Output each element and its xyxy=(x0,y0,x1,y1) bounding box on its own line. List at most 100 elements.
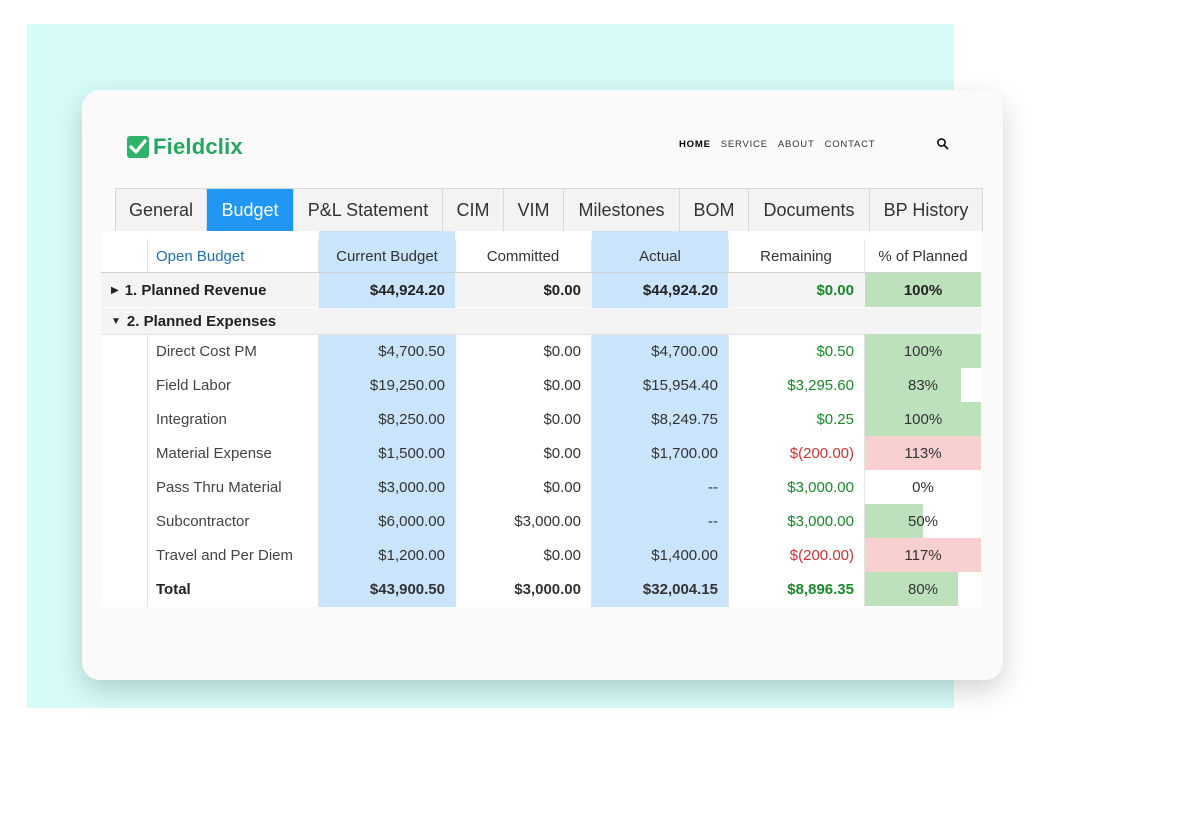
tab-documents[interactable]: Documents xyxy=(749,189,870,232)
current-budget-cell: $6,000.00 xyxy=(378,512,445,530)
remaining-cell: $(200.00) xyxy=(789,444,854,462)
row-name: Direct Cost PM xyxy=(156,342,257,360)
nav-about[interactable]: ABOUT xyxy=(777,139,815,150)
brand-name: Fieldclix xyxy=(153,134,243,159)
committed-cell: $0.00 xyxy=(543,342,581,360)
actual-cell: $15,954.40 xyxy=(642,376,718,394)
actual-cell: $1,700.00 xyxy=(651,444,718,462)
pct-planned-cell: 50% xyxy=(865,504,981,538)
remaining-cell: $0.50 xyxy=(816,342,854,360)
pct-value: 113% xyxy=(904,444,942,462)
row-name: Material Expense xyxy=(156,444,272,462)
table-row: Material Expense $1,500.00 $0.00 $1,700.00 $… xyxy=(101,436,981,470)
committed-cell: $3,000.00 xyxy=(514,512,581,530)
table-row: Travel and Per Diem $1,200.00 $0.00 $1,400.… xyxy=(101,538,981,572)
remaining-cell: $3,000.00 xyxy=(787,512,854,530)
tab-bom[interactable]: BOM xyxy=(680,189,749,232)
header-divider xyxy=(101,272,981,273)
row-name: Integration xyxy=(156,410,227,428)
table-row: Field Labor $19,250.00 $0.00 $15,954.40 $3,2… xyxy=(101,368,981,402)
header-actual[interactable]: Actual xyxy=(639,247,681,265)
pct-value: 0% xyxy=(912,478,934,496)
tab-pl-statement[interactable]: P&L Statement xyxy=(294,189,443,232)
pct-value: 83% xyxy=(907,376,939,394)
divider xyxy=(318,239,319,607)
pct-planned-cell: 117% xyxy=(865,538,981,572)
remaining-cell: $8,896.35 xyxy=(787,580,854,598)
table-header: Open Budget Current Budget Committed Act… xyxy=(101,239,981,273)
section-label: 1. Planned Revenue xyxy=(124,281,267,299)
nav-home[interactable]: HOME xyxy=(679,139,711,150)
header-current-budget[interactable]: Current Budget xyxy=(336,247,438,265)
pct-value: 100% xyxy=(903,410,943,428)
table-row: Direct Cost PM $4,700.50 $0.00 $4,700.00 $0.… xyxy=(101,334,981,368)
nav-contact[interactable]: CONTACT xyxy=(824,139,876,150)
section-divider xyxy=(101,334,981,335)
row-name: Travel and Per Diem xyxy=(156,546,293,564)
tab-milestones[interactable]: Milestones xyxy=(564,189,680,232)
section-planned-expenses[interactable]: ▼ 2. Planned Expenses xyxy=(101,308,981,334)
tab-general[interactable]: General xyxy=(116,189,207,232)
header-open-budget[interactable]: Open Budget xyxy=(156,247,245,265)
header-remaining[interactable]: Remaining xyxy=(760,247,832,265)
divider xyxy=(864,239,865,607)
committed-cell: $0.00 xyxy=(543,444,581,462)
current-budget-cell: $4,700.50 xyxy=(378,342,445,360)
collapse-triangle-icon[interactable]: ▼ xyxy=(111,315,121,327)
total-row: Total $43,900.50 $3,000.00 $32,004.15 $8,896… xyxy=(101,572,981,606)
committed-cell: $0.00 xyxy=(543,546,581,564)
pct-value: 50% xyxy=(907,512,939,530)
current-budget-cell: $43,900.50 xyxy=(369,580,445,598)
committed-cell: $0.00 xyxy=(543,376,581,394)
divider xyxy=(147,239,148,607)
pct-planned-cell: 113% xyxy=(865,436,981,470)
revenue-pct: 100% xyxy=(865,273,981,307)
revenue-remaining: $0.00 xyxy=(816,281,854,299)
current-budget-cell: $1,500.00 xyxy=(378,444,445,462)
committed-cell: $0.00 xyxy=(543,410,581,428)
pct-planned-cell: 100% xyxy=(865,402,981,436)
divider xyxy=(455,239,456,607)
pct-fill-bar xyxy=(865,504,923,538)
section-planned-revenue[interactable]: ▶ 1. Planned Revenue $44,924.20 $0.00 $4… xyxy=(101,273,981,307)
tab-cim[interactable]: CIM xyxy=(443,189,504,232)
pct-value: 117% xyxy=(904,546,942,564)
pct-planned-cell: 83% xyxy=(865,368,981,402)
expand-triangle-icon[interactable]: ▶ xyxy=(111,284,119,296)
tab-vim[interactable]: VIM xyxy=(504,189,564,232)
pct-fill-bar xyxy=(865,334,981,368)
current-budget-cell: $8,250.00 xyxy=(378,410,445,428)
current-budget-cell: $3,000.00 xyxy=(378,478,445,496)
pct-value: 80% xyxy=(907,580,939,598)
pct-fill-bar xyxy=(865,368,962,402)
actual-cell: $8,249.75 xyxy=(651,410,718,428)
nav-service[interactable]: SERVICE xyxy=(720,139,768,150)
committed-cell: $3,000.00 xyxy=(514,580,581,598)
logo-check-icon xyxy=(127,136,149,158)
tab-bar: General Budget P&L Statement CIM VIM Mil… xyxy=(115,188,983,232)
pct-fill-bar xyxy=(865,538,981,572)
revenue-current: $44,924.20 xyxy=(319,273,455,307)
pct-planned-cell: 0% xyxy=(865,470,981,504)
header-pct-planned[interactable]: % of Planned xyxy=(878,247,968,265)
pct-fill-bar xyxy=(865,436,981,470)
row-name: Total xyxy=(156,580,191,598)
current-budget-cell: $1,200.00 xyxy=(378,546,445,564)
logo: Fieldclix xyxy=(127,133,243,161)
actual-cell: $1,400.00 xyxy=(651,546,718,564)
tab-budget[interactable]: Budget xyxy=(207,189,294,232)
pct-fill-bar xyxy=(865,572,958,606)
header-committed[interactable]: Committed xyxy=(486,247,560,265)
row-name: Field Labor xyxy=(156,376,232,394)
section-label-wrap: ▶ 1. Planned Revenue xyxy=(111,273,311,307)
tab-bp-history[interactable]: BP History xyxy=(883,200,969,220)
revenue-committed: $0.00 xyxy=(543,281,581,299)
row-name: Pass Thru Material xyxy=(156,478,282,496)
pct-value: 100% xyxy=(903,342,943,360)
section-label-wrap: ▼ 2. Planned Expenses xyxy=(111,308,311,334)
pct-fill-bar xyxy=(865,402,981,436)
actual-cell: -- xyxy=(708,478,718,496)
section-label: 2. Planned Expenses xyxy=(126,312,277,330)
revenue-actual: $44,924.20 xyxy=(592,273,728,307)
search-icon[interactable] xyxy=(936,137,950,151)
